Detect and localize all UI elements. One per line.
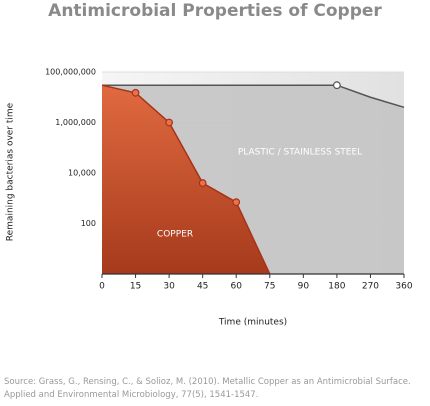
x-tick-label: 30: [163, 282, 175, 292]
y-axis-label: Remaining bacterias over time: [6, 102, 16, 241]
line: [101, 84, 271, 275]
source: Source: Grass, G., Rensing, C., & Solioz…: [4, 377, 411, 400]
series-label: COPPER: [157, 230, 193, 240]
x-axis-label: Time (minutes): [218, 318, 287, 328]
x-tick-label: 180: [328, 282, 345, 292]
x-tick-label: 60: [230, 282, 242, 292]
x-tick-label: 45: [197, 282, 208, 292]
marker: [198, 179, 207, 187]
area: [102, 85, 270, 274]
marker: [131, 88, 140, 97]
y-tick-label: 100,000,000: [45, 68, 96, 77]
line: [102, 84, 405, 109]
y-tick-label: 10,000: [68, 169, 96, 178]
series-label: PLASTIC / STAINLESS STEEL: [238, 148, 362, 158]
marker: [165, 118, 174, 127]
marker: [332, 81, 341, 90]
x-tick-label: 0: [99, 282, 105, 292]
chart: Antimicrobial Properties of Copper Remai…: [6, 1, 413, 328]
x-tick-label: 360: [395, 282, 412, 292]
y-tick-label: 1,000,000: [55, 118, 96, 127]
x-tick-label: 15: [130, 282, 141, 292]
x-tick-label: 270: [362, 282, 379, 292]
y-tick-label: 100: [81, 219, 96, 228]
marker: [232, 198, 241, 207]
chart-title: Antimicrobial Properties of Copper: [48, 1, 382, 21]
x-tick-label: 75: [264, 282, 275, 292]
x-tick-label: 90: [298, 282, 310, 292]
